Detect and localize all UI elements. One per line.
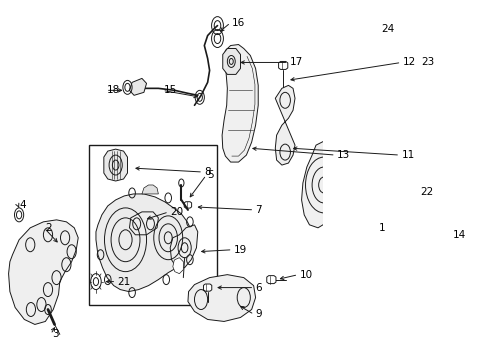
Text: 4: 4 (19, 200, 25, 210)
Text: 7: 7 (256, 205, 262, 215)
Text: 21: 21 (118, 276, 131, 287)
Text: 23: 23 (421, 58, 435, 67)
Polygon shape (9, 220, 78, 324)
Text: 20: 20 (170, 207, 183, 217)
Polygon shape (129, 78, 147, 95)
Polygon shape (275, 85, 295, 165)
Polygon shape (301, 140, 347, 228)
Polygon shape (267, 276, 276, 284)
Polygon shape (170, 225, 198, 268)
Text: 8: 8 (204, 167, 211, 177)
Polygon shape (383, 122, 417, 255)
Text: 16: 16 (232, 18, 245, 28)
Polygon shape (129, 212, 158, 235)
Text: 14: 14 (453, 230, 466, 240)
Polygon shape (173, 258, 183, 274)
Text: 11: 11 (401, 150, 415, 160)
Text: 10: 10 (299, 270, 313, 280)
Polygon shape (379, 58, 391, 67)
Text: 9: 9 (256, 310, 262, 319)
Text: 18: 18 (107, 85, 121, 95)
Text: 2: 2 (46, 223, 52, 233)
Text: 5: 5 (208, 170, 214, 180)
Polygon shape (96, 194, 193, 292)
Bar (89, 145, 218, 305)
Text: 19: 19 (234, 245, 247, 255)
Text: 17: 17 (290, 58, 303, 67)
Polygon shape (203, 284, 212, 291)
Text: 22: 22 (420, 187, 433, 197)
Polygon shape (222, 45, 258, 162)
Text: 13: 13 (337, 150, 350, 160)
Polygon shape (279, 62, 288, 69)
Polygon shape (188, 275, 256, 321)
Text: 3: 3 (52, 329, 59, 339)
Polygon shape (184, 202, 192, 208)
Polygon shape (142, 185, 158, 194)
Text: 12: 12 (403, 58, 416, 67)
Text: 24: 24 (382, 24, 395, 33)
Polygon shape (104, 149, 127, 181)
Text: 6: 6 (256, 283, 262, 293)
Text: 15: 15 (164, 85, 177, 95)
Polygon shape (223, 49, 241, 75)
Text: 1: 1 (378, 223, 385, 233)
